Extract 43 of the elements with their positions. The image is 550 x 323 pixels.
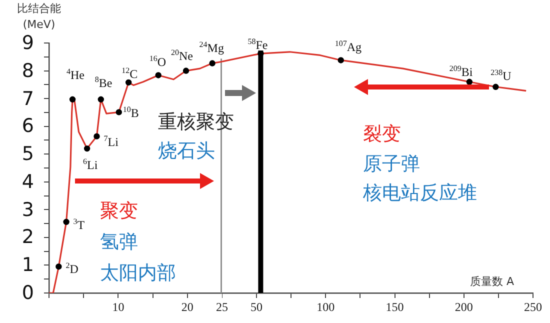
annotation: $^{12}$C (122, 66, 138, 82)
annotation: 裂变 (363, 123, 401, 145)
y-tick-label: 2 (20, 226, 34, 248)
y-tick-label: 9 (20, 32, 34, 54)
x-tick-label: 200 (454, 300, 473, 314)
x-tick-label: 250 (524, 300, 542, 314)
annotation: $^{58}$Fe (248, 36, 268, 52)
annotation: $^{16}$O (149, 54, 166, 70)
annotation: 原子弹 (363, 153, 420, 175)
x-tick-label: 10 (112, 300, 124, 314)
annotation: $^{3}$T (73, 216, 85, 232)
x-tick-label: 20 (181, 300, 194, 314)
annotation: $^{2}$D (66, 260, 78, 276)
annotation: $^{107}$Ag (334, 39, 362, 54)
x-tick-label: 100 (316, 300, 335, 314)
annotation: $^{6}$Li (83, 156, 98, 172)
x-axis-title: 质量数 A (470, 274, 514, 289)
y-tick-label: 3 (20, 198, 34, 221)
y-tick-label: 5 (20, 143, 34, 166)
x-tick-label: 150 (386, 300, 404, 314)
y-tick-label: 6 (20, 115, 34, 138)
annotation: $^{4}$He (66, 67, 85, 82)
annotation: 重核聚变 (158, 111, 234, 133)
annotation: 聚变 (100, 200, 138, 222)
annotation: 氢弹 (100, 231, 138, 253)
y-tick-label: 0 (20, 282, 34, 304)
y-axis-title: 比结合能 (MeV) (16, 1, 62, 33)
y-tick-label: 1 (20, 254, 34, 276)
annotation: $^{8}$Be (94, 75, 112, 90)
y-tick-label: 7 (20, 88, 34, 110)
x-tick-label: 50 (250, 300, 263, 314)
annotation: 烧石头 (158, 140, 215, 162)
annotation: $^{7}$Li (104, 134, 118, 150)
y-tick-label: 4 (20, 170, 34, 193)
y-tick-label: 8 (20, 60, 34, 82)
x-tick-label: 25 (216, 300, 228, 314)
annotation: 太阳内部 (100, 262, 176, 284)
annotation: $^{20}$Ne (171, 48, 194, 63)
annotation: $^{24}$Mg (199, 40, 224, 56)
annotation: $^{209}$Bi (449, 64, 473, 79)
annotation: $^{238}$U (490, 68, 512, 83)
annotation: 核电站反应堆 (363, 182, 477, 204)
annotation: $^{10}$B (122, 105, 139, 120)
